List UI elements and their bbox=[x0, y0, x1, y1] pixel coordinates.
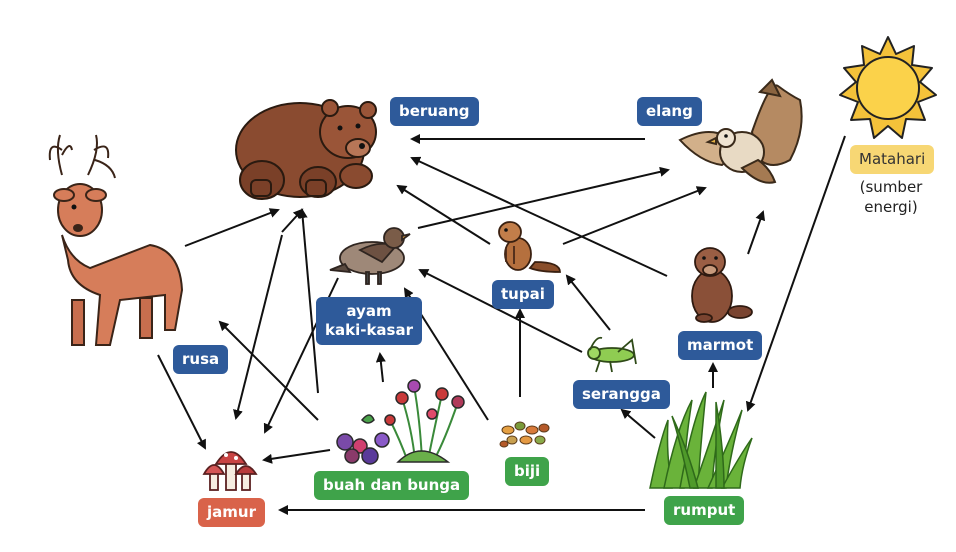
eagle-icon bbox=[678, 78, 803, 184]
label-serangga: serangga bbox=[573, 380, 670, 409]
arrow-grouse-to-eagle bbox=[417, 166, 670, 229]
arrow-marmot-to-bear bbox=[410, 156, 668, 277]
label-buah-dan-bunga: buah dan bunga bbox=[314, 471, 470, 500]
label-matahari: Matahari bbox=[850, 145, 935, 174]
arrow-bear-to-mushroom bbox=[233, 234, 283, 420]
label-elang: elang bbox=[637, 97, 702, 126]
grass-icon bbox=[649, 391, 753, 489]
arrow-chipmunk-to-eagle bbox=[562, 186, 707, 245]
arrow-chipmunk-to-bear bbox=[396, 184, 491, 245]
seeds-icon bbox=[499, 421, 550, 448]
mushroom-icon bbox=[202, 451, 258, 491]
arrow-grouse-to-bear bbox=[281, 208, 304, 233]
deer-icon bbox=[48, 134, 184, 346]
chipmunk-icon bbox=[498, 221, 561, 273]
sun-icon bbox=[839, 36, 937, 139]
label-rumput: rumput bbox=[664, 496, 745, 525]
arrow-sun-to-grass bbox=[745, 135, 846, 412]
label-jamur: jamur bbox=[198, 498, 265, 527]
label-ayam-kaki-kasar: ayam kaki-kasar bbox=[316, 297, 422, 345]
arrow-grasshopper-to-chipmunk bbox=[565, 274, 611, 331]
label-marmot: marmot bbox=[678, 331, 763, 360]
arrow-deer-to-mushroom bbox=[157, 354, 206, 450]
arrow-deer-to-bear bbox=[184, 208, 280, 247]
arrow-flowers-to-deer bbox=[218, 320, 319, 421]
matahari-note: (sumber energi) bbox=[859, 178, 923, 216]
marmot-icon bbox=[691, 247, 753, 323]
grouse-icon bbox=[329, 227, 411, 285]
arrow-flowers-to-mushroom bbox=[262, 449, 331, 464]
label-beruang: beruang bbox=[390, 97, 479, 126]
arrow-flowers-to-bear bbox=[297, 208, 319, 394]
arrow-grasshopper-to-grouse bbox=[418, 269, 583, 353]
label-tupai: tupai bbox=[492, 280, 554, 309]
arrow-flowers-to-grouse bbox=[375, 352, 386, 383]
arrow-grass-to-grasshopper bbox=[620, 408, 656, 439]
label-biji: biji bbox=[505, 457, 550, 486]
arrow-marmot-to-eagle bbox=[747, 210, 766, 255]
flowers-icon bbox=[336, 379, 465, 465]
label-rusa: rusa bbox=[173, 345, 229, 374]
bear-icon bbox=[235, 99, 377, 200]
grasshopper-icon bbox=[587, 336, 637, 373]
